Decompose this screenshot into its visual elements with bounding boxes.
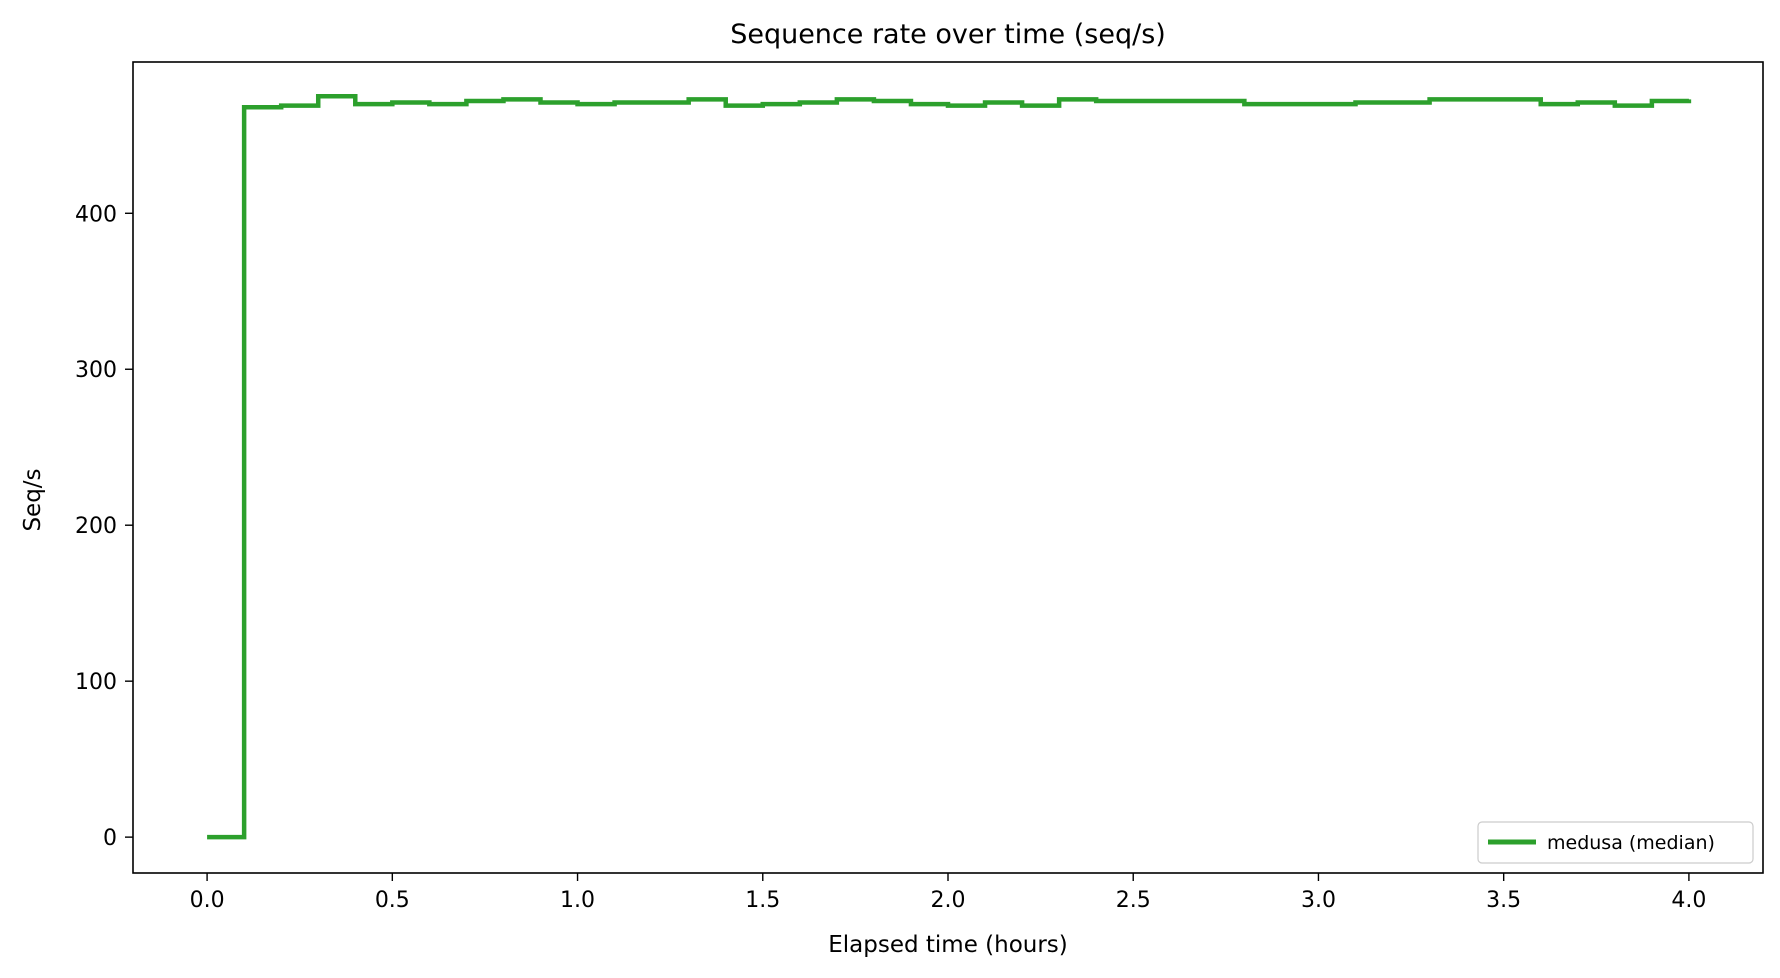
legend-label: medusa (median) [1547,832,1715,854]
y-axis-title: Seq/s [20,468,46,531]
x-tick-label: 1.5 [745,888,780,913]
x-axis: 0.0 0.5 1.0 1.5 2.0 2.5 3.0 3.5 4.0 [190,873,1706,913]
y-tick-label: 300 [75,358,117,383]
y-tick-label: 0 [103,826,117,851]
x-tick-label: 4.0 [1671,888,1706,913]
y-axis: 0 100 200 300 400 [75,202,133,851]
x-tick-label: 1.0 [560,888,595,913]
x-tick-label: 0.0 [190,888,225,913]
x-tick-label: 0.5 [375,888,410,913]
plot-area [207,94,1692,840]
plot-frame [132,61,1764,874]
series-line-medusa-median [207,94,1692,840]
legend: medusa (median) [1477,821,1754,864]
y-tick-label: 100 [75,670,117,695]
x-tick-label: 2.0 [931,888,966,913]
x-axis-title: Elapsed time (hours) [828,932,1068,958]
chart-title: Sequence rate over time (seq/s) [730,19,1166,50]
y-tick-label: 200 [75,514,117,539]
legend-box [1477,821,1754,864]
x-tick-label: 2.5 [1116,888,1151,913]
y-tick-label: 400 [75,202,117,227]
x-tick-label: 3.0 [1301,888,1336,913]
x-tick-label: 3.5 [1486,888,1521,913]
